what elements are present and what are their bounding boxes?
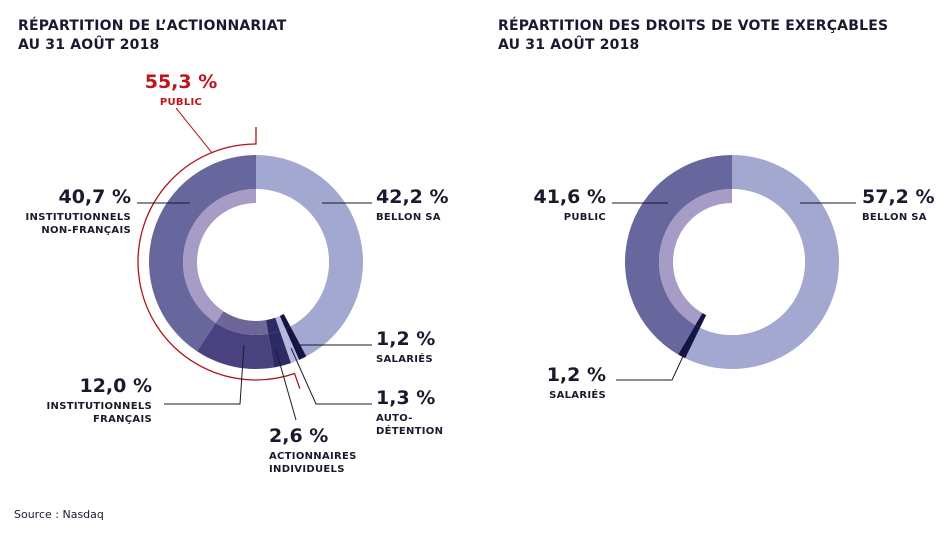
leader-line xyxy=(616,349,687,381)
data-label-value: 1,2 % xyxy=(376,328,435,350)
data-label-name: INDIVIDUELS xyxy=(269,464,345,475)
data-label-name: INSTITUTIONNELS xyxy=(47,401,152,412)
donut-slice-inner-bellon-sa xyxy=(700,189,806,335)
donut-slice-inner-institutionnels-francais xyxy=(215,311,269,335)
donut-slice-bellon-sa xyxy=(685,155,840,370)
donut-slice-salaries xyxy=(285,326,307,360)
chart-title-voting-rights: RÉPARTITION DES DROITS DE VOTE EXERÇABLE… xyxy=(498,17,888,55)
donut-slice-inner-salaries xyxy=(279,314,291,329)
data-label-name: BELLON SA xyxy=(862,212,927,223)
data-label-value: 57,2 % xyxy=(862,186,935,208)
data-label-name: PUBLIC xyxy=(564,212,606,223)
data-label-name: BELLON SA xyxy=(376,212,441,223)
leader-line xyxy=(275,349,297,421)
donut-chart-shareholding: 55,3 % PUBLIC 42,2 % BELLON SA 40,7 % INSTITU… xyxy=(26,71,449,475)
leader-line xyxy=(164,344,245,405)
donut-slice-institutionnels-non-francais xyxy=(149,155,256,352)
chart-title-line2: AU 31 AOÛT 2018 xyxy=(498,37,640,53)
data-label-name: ACTIONNAIRES xyxy=(269,451,357,462)
data-label-value: 41,6 % xyxy=(533,186,606,208)
data-label-name: INSTITUTIONNELS xyxy=(26,212,131,223)
donut-slice-bellon-sa xyxy=(256,155,363,357)
leader-line xyxy=(290,347,372,405)
leader-line xyxy=(175,107,213,153)
data-label-value: 12,0 % xyxy=(79,375,152,397)
data-label-name: PUBLIC xyxy=(160,97,202,108)
data-label-name: SALARIÉS xyxy=(376,352,433,365)
data-label-value: 40,7 % xyxy=(58,186,131,208)
data-label-value: 1,2 % xyxy=(547,364,606,386)
donut-slice-inner-auto-detention xyxy=(275,315,286,331)
chart-title-line2: AU 31 AOÛT 2018 xyxy=(18,37,160,53)
donut-slice-inner-institutionnels-non-francais xyxy=(183,189,256,323)
donut-slice-salaries xyxy=(678,325,701,359)
public-group-bracket xyxy=(137,126,301,389)
donut-slice-inner-public xyxy=(659,189,732,326)
donut-slice-public xyxy=(625,154,732,355)
donut-slice-institutionnels-francais xyxy=(196,322,275,369)
data-label-name: SALARIÉS xyxy=(549,388,606,401)
chart-title-shareholding: RÉPARTITION DE L’ACTIONNARIAT AU 31 AOÛT… xyxy=(18,17,287,55)
donut-slice-inner-bellon-sa xyxy=(256,189,329,327)
donut-slice-inner-actionnaires-individuels xyxy=(265,317,280,334)
data-label-value: 55,3 % xyxy=(145,71,218,93)
data-label-name: NON-FRANÇAIS xyxy=(41,225,131,236)
donut-slice-inner-salaries xyxy=(695,312,707,328)
source-note: Source : Nasdaq xyxy=(14,508,104,521)
data-label-name: FRANÇAIS xyxy=(93,414,152,425)
data-label-value: 2,6 % xyxy=(269,425,328,447)
donut-chart-voting-rights: 57,2 % BELLON SA 41,6 % PUBLIC 1,2 % SALARIÉS xyxy=(533,154,935,401)
data-label-name: AUTO- xyxy=(376,413,413,424)
chart-title-line1: RÉPARTITION DES DROITS DE VOTE EXERÇABLE… xyxy=(498,18,889,34)
chart-title-line1: RÉPARTITION DE L’ACTIONNARIAT xyxy=(18,18,287,34)
data-label-value: 1,3 % xyxy=(376,387,435,409)
donut-slice-actionnaires-individuels xyxy=(268,330,291,368)
data-label-name: DÉTENTION xyxy=(376,424,443,437)
data-label-value: 42,2 % xyxy=(376,186,449,208)
